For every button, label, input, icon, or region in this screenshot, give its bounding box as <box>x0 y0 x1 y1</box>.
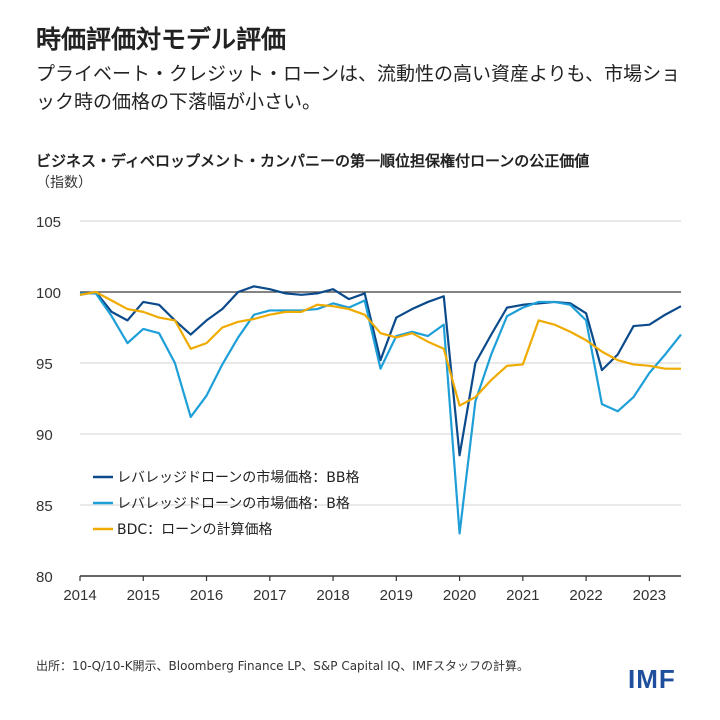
chart-title: ビジネス・ディベロップメント・カンパニーの第一順位担保権付ローンの公正価値 <box>36 152 590 170</box>
x-tick-label: 2016 <box>190 587 223 604</box>
legend-label: BDC：ローンの計算価格 <box>117 522 272 538</box>
series-line-2 <box>80 292 682 535</box>
y-tick-label: 85 <box>36 498 53 515</box>
page-subtitle: プライベート・クレジット・ローンは、流動性の高い資産よりも、市場ショック時の価格… <box>36 63 681 113</box>
x-tick-label: 2023 <box>633 587 666 604</box>
x-tick-label: 2020 <box>443 587 476 604</box>
series-line-1 <box>79 285 682 457</box>
x-tick-label: 2022 <box>569 587 602 604</box>
y-tick-label: 80 <box>36 569 53 586</box>
page-title: 時価評価対モデル評価 <box>36 25 287 54</box>
y-tick-label: 95 <box>36 356 53 373</box>
imf-logo: IMF <box>628 664 676 694</box>
y-tick-label: 100 <box>36 285 61 302</box>
legend-label: レバレッジドローンの市場価格：B格 <box>117 495 350 512</box>
x-tick-label: 2019 <box>380 587 413 604</box>
x-tick-label: 2021 <box>506 587 539 604</box>
source-note: 出所：10-Q/10-K開示、Bloomberg Finance LP、S&P … <box>36 659 529 673</box>
y-axis-unit: （指数） <box>36 175 92 191</box>
series-line-3 <box>79 290 681 407</box>
legend-label: レバレッジドローンの市場価格：BB格 <box>117 469 360 486</box>
x-tick-label: 2015 <box>127 587 160 604</box>
x-tick-label: 2014 <box>63 587 96 604</box>
x-tick-label: 2018 <box>316 587 349 604</box>
x-tick-label: 2017 <box>253 587 286 604</box>
y-tick-label: 105 <box>36 214 61 231</box>
y-tick-label: 90 <box>36 427 53 444</box>
